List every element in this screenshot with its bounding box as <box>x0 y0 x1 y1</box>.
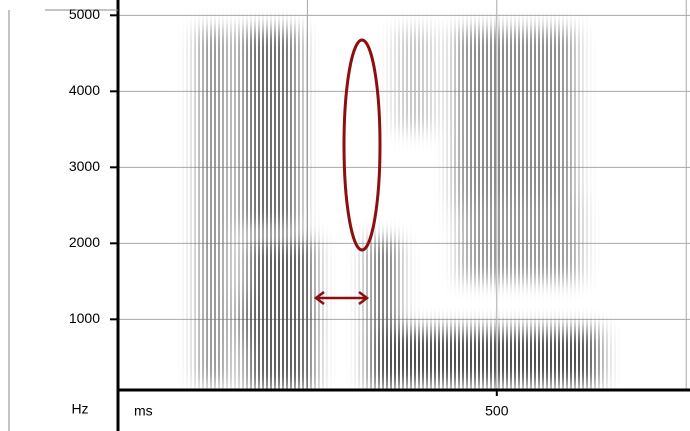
spectrogram-image <box>198 30 600 390</box>
x-tick-label: 500 <box>485 403 509 419</box>
y-tick-label: 3000 <box>69 158 100 174</box>
y-axis-label: Hz <box>71 401 88 417</box>
x-axis-label: ms <box>134 403 153 419</box>
y-tick-label: 1000 <box>69 310 100 326</box>
highlight-ellipse <box>342 38 382 252</box>
y-tick-label: 4000 <box>69 82 100 98</box>
y-tick-label: 2000 <box>69 234 100 250</box>
gap-arrow <box>313 291 370 305</box>
y-tick-label: 5000 <box>69 6 100 22</box>
